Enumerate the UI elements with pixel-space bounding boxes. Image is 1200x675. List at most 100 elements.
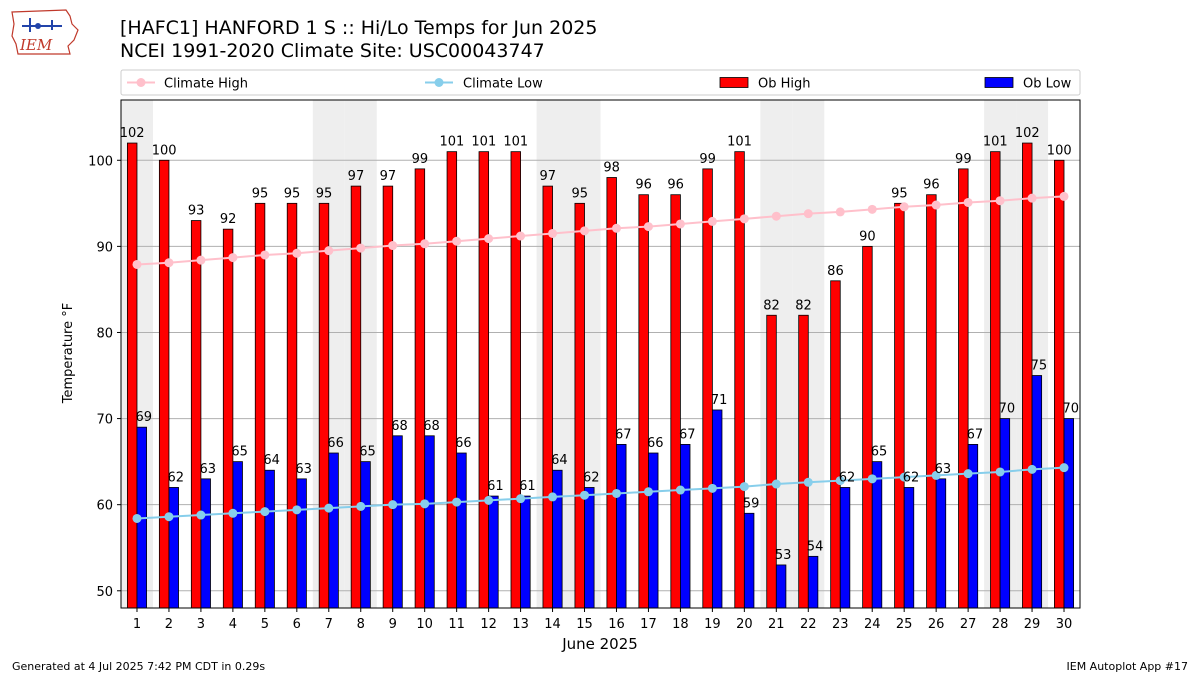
ob-high-label: 101 <box>471 135 496 150</box>
climate-low-point <box>164 512 174 522</box>
ob-high-label: 97 <box>539 169 556 184</box>
ob-high-bar <box>510 151 521 609</box>
x-tick-label: 10 <box>416 617 433 632</box>
climate-low-point <box>771 479 781 489</box>
ob-low-label: 62 <box>903 470 920 485</box>
ob-high-bar <box>990 151 1001 609</box>
x-tick-label: 7 <box>325 617 333 632</box>
x-tick-label: 8 <box>357 617 365 632</box>
ob-high-label: 102 <box>1015 126 1040 141</box>
ob-low-bar <box>807 555 819 609</box>
climate-low-point <box>228 508 238 518</box>
ob-high-label: 101 <box>983 135 1008 150</box>
ob-high-label: 99 <box>699 152 716 167</box>
climate-high-point <box>356 243 366 253</box>
climate-low-point <box>963 469 973 479</box>
ob-low-bar <box>648 452 659 609</box>
climate-high-point <box>132 259 142 269</box>
y-tick-label: 80 <box>96 326 113 341</box>
ob-high-bar <box>414 168 426 609</box>
ob-high-label: 95 <box>252 186 269 201</box>
climate-high-point <box>1059 191 1069 201</box>
ob-high-label: 96 <box>667 178 684 193</box>
ob-low-bar <box>935 478 947 609</box>
ob-low-bar <box>520 495 531 609</box>
ob-low-bar <box>999 418 1011 609</box>
climate-high-point <box>995 196 1005 206</box>
ob-high-bar <box>126 142 138 609</box>
ob-low-label: 75 <box>1031 359 1048 374</box>
climate-low-point <box>611 488 621 498</box>
ob-low-bar <box>488 495 499 609</box>
climate-high-point <box>548 228 558 238</box>
x-tick-label: 21 <box>768 617 785 632</box>
climate-low-point <box>452 497 462 507</box>
ob-high-label: 99 <box>955 152 972 167</box>
climate-low-point <box>707 483 717 493</box>
climate-high-point <box>739 214 749 224</box>
ob-low-bar <box>424 435 435 609</box>
climate-high-point <box>260 250 270 260</box>
legend-box <box>120 69 1081 96</box>
ob-low-label: 66 <box>327 436 344 451</box>
y-tick-label: 70 <box>96 413 113 428</box>
ob-high-label: 100 <box>152 143 177 158</box>
climate-low-point <box>548 492 558 502</box>
ob-high-bar <box>158 159 170 609</box>
app-credit: IEM Autoplot App #17 <box>1066 660 1189 673</box>
chart-subtitle: NCEI 1991-2020 Climate Site: USC00043747 <box>120 40 545 62</box>
climate-low-point <box>388 500 398 510</box>
ob-low-bar <box>1063 418 1075 609</box>
ob-high-label: 93 <box>188 204 205 219</box>
ob-low-bar <box>616 444 627 609</box>
ob-low-label: 63 <box>199 462 216 477</box>
climate-low-point <box>995 467 1005 477</box>
ob-low-label: 66 <box>647 436 664 451</box>
ob-low-label: 67 <box>967 427 984 442</box>
ob-low-label: 53 <box>775 548 792 563</box>
climate-low-point <box>260 507 270 517</box>
ob-high-label: 82 <box>795 298 812 313</box>
ob-low-bar <box>168 487 179 609</box>
climate-high-point <box>516 231 526 241</box>
ob-low-label: 54 <box>807 539 824 554</box>
ob-high-bar <box>254 202 266 609</box>
ob-low-bar <box>200 478 211 609</box>
ob-low-label: 63 <box>935 462 952 477</box>
ob-high-bar <box>286 202 298 609</box>
ob-low-bar <box>967 444 979 609</box>
ob-low-label: 70 <box>999 402 1016 417</box>
x-tick-label: 16 <box>608 617 625 632</box>
ob-low-label: 63 <box>295 462 312 477</box>
climate-low-point <box>931 470 941 480</box>
ob-high-bar <box>446 151 458 609</box>
ob-low-label: 65 <box>359 445 376 460</box>
ob-low-label: 71 <box>711 393 728 408</box>
svg-text:IEM: IEM <box>19 36 53 54</box>
ob-low-bar <box>775 564 787 609</box>
ob-low-bar <box>264 469 275 609</box>
ob-high-label: 97 <box>348 169 365 184</box>
legend-climate-low-label: Climate Low <box>463 77 543 92</box>
legend-ob-low-label: Ob Low <box>1023 77 1072 92</box>
climate-high-point <box>452 236 462 246</box>
ob-low-bar <box>743 512 755 609</box>
climate-high-point <box>420 239 430 249</box>
climate-high-point <box>228 253 238 263</box>
x-tick-label: 28 <box>992 617 1009 632</box>
climate-low-point <box>1059 463 1069 473</box>
legend-ob-high-label: Ob High <box>758 77 811 92</box>
ob-low-label: 66 <box>455 436 472 451</box>
chart-title: [HAFC1] HANFORD 1 S :: Hi/Lo Temps for J… <box>120 17 598 39</box>
x-tick-label: 18 <box>672 617 689 632</box>
ob-high-label: 100 <box>1047 143 1072 158</box>
climate-low-line <box>136 466 1065 520</box>
climate-low-point <box>803 477 813 487</box>
x-tick-label: 5 <box>261 617 269 632</box>
x-tick-label: 15 <box>576 617 593 632</box>
climate-high-point <box>835 207 845 217</box>
ob-low-label: 62 <box>167 470 184 485</box>
climate-high-point <box>196 255 206 265</box>
y-tick-label: 90 <box>96 240 113 255</box>
